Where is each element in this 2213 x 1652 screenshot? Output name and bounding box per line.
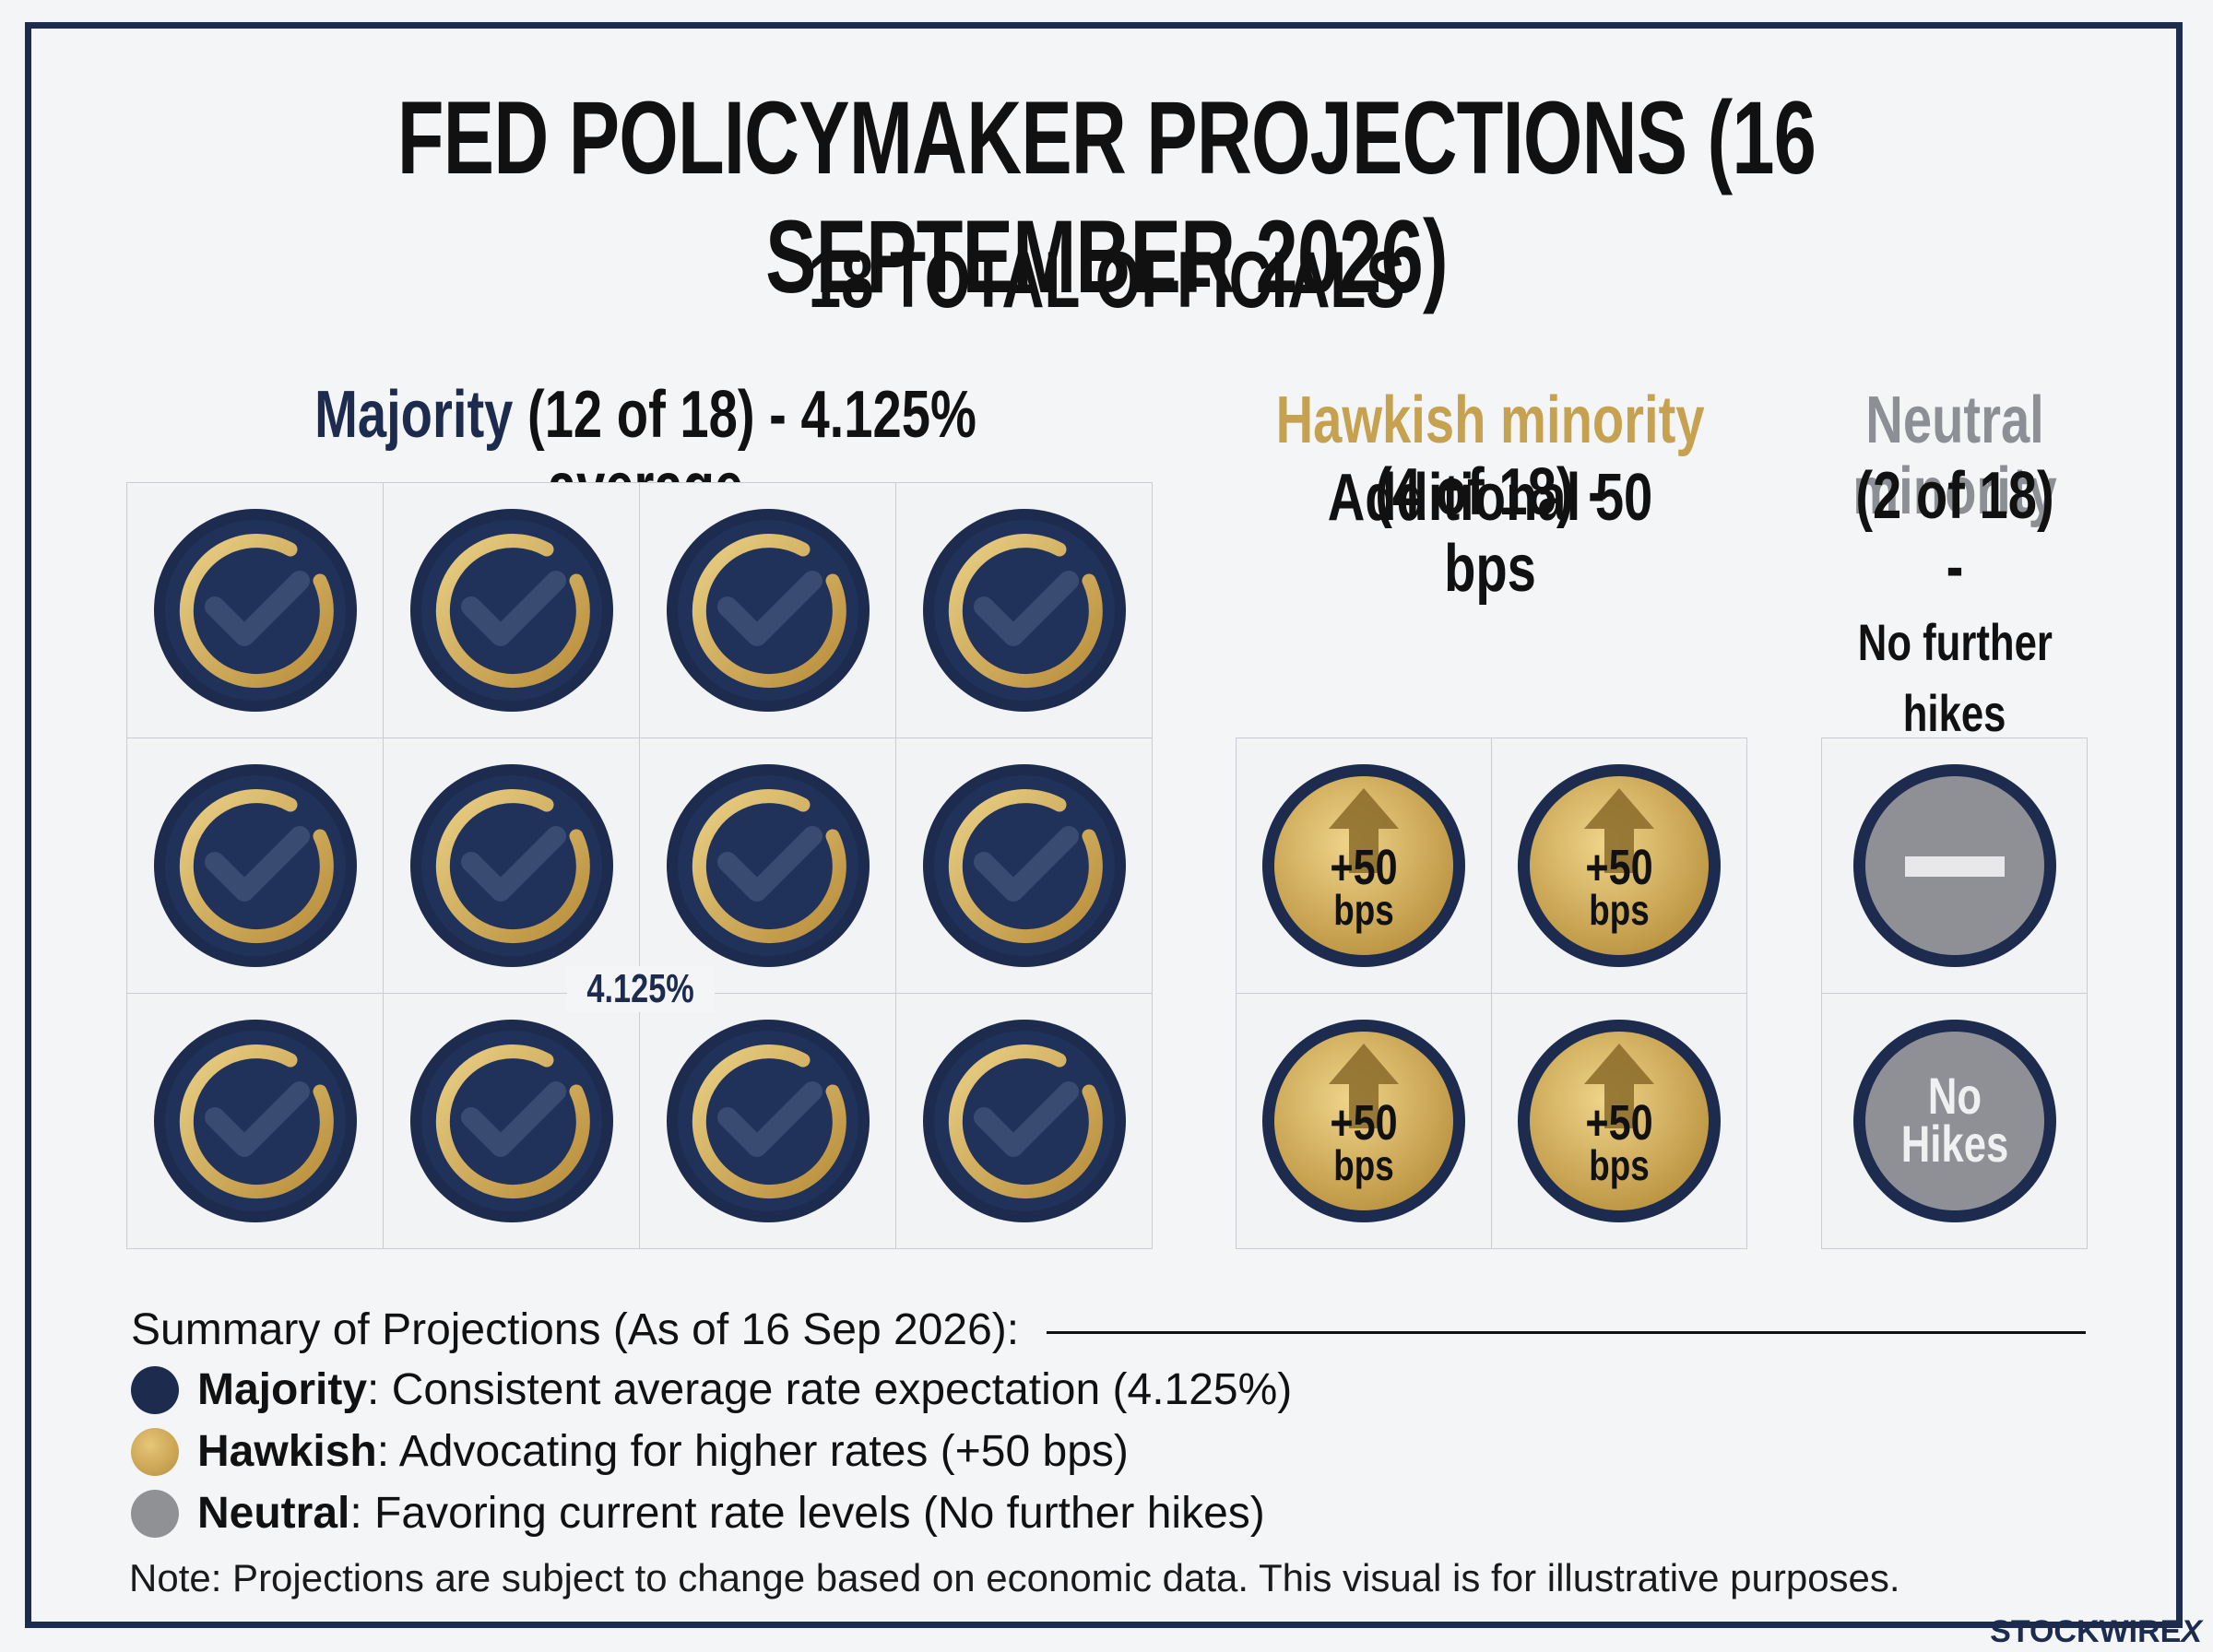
neutral-detail-line3: hikes [1903, 684, 2006, 743]
svg-text:+50: +50 [1585, 1096, 1652, 1151]
majority-official-cell [384, 483, 640, 738]
legend-text: : Advocating for higher rates (+50 bps) [376, 1427, 1129, 1476]
hawkish-heading: Hawkish minority (4 of 18) - Additional … [1213, 384, 1767, 607]
svg-text:bps: bps [1589, 886, 1649, 934]
check-badge-icon [922, 764, 1126, 967]
check-badge-icon [922, 509, 1126, 712]
legend-item-majority: Majority: Consistent average rate expect… [131, 1359, 2086, 1421]
summary-section: Summary of Projections (As of 16 Sep 202… [131, 1300, 2086, 1544]
neutral-detail-line2: No further [1857, 613, 2053, 672]
footnote: Note: Projections are subject to change … [129, 1556, 1900, 1599]
check-badge-icon [153, 1020, 357, 1222]
page-title: FED POLICYMAKER PROJECTIONS (16 SEPTEMBE… [396, 80, 1817, 314]
up-arrow-icon [1329, 788, 1399, 873]
svg-text:No: No [1927, 1068, 1981, 1125]
hawkish-grid: +50 bps +50 bps +50 bps +50 bps [1236, 738, 1747, 1249]
legend-key: Hawkish [197, 1427, 377, 1476]
neutral-label-line1: Neutral [1865, 384, 2044, 457]
hawkish-official-cell: +50 bps [1492, 994, 1747, 1249]
neutral-official-cell [1822, 738, 2088, 994]
legend-text: : Favoring current rate levels (No furth… [349, 1489, 1265, 1538]
svg-text:bps: bps [1589, 1141, 1649, 1189]
legend-key: Majority [197, 1365, 368, 1414]
majority-official-cell [127, 738, 384, 994]
check-badge-icon [666, 509, 870, 712]
check-badge-icon [666, 1020, 870, 1222]
page-subtitle: 18 TOTAL OFFICIALS [808, 236, 1405, 324]
svg-text:bps: bps [1333, 1141, 1393, 1189]
hawkish-official-cell: +50 bps [1237, 738, 1492, 994]
majority-official-cell [127, 994, 384, 1249]
svg-text:bps: bps [1333, 886, 1393, 934]
infographic-frame [25, 22, 2183, 1628]
up-arrow-icon [1329, 1044, 1399, 1128]
hawkish-label: Hawkish minority [1275, 384, 1705, 457]
neutral-label-line2: minority [1852, 454, 2057, 529]
majority-official-cell [384, 994, 640, 1249]
majority-official-cell [896, 483, 1153, 738]
summary-divider [1047, 1330, 2086, 1334]
neutral-legend-dot [131, 1489, 179, 1538]
minus-icon [1852, 764, 2056, 967]
legend-item-neutral: Neutral: Favoring current rate levels (N… [131, 1482, 2086, 1544]
majority-official-cell [896, 994, 1153, 1249]
hawkish-official-cell: +50 bps [1492, 738, 1747, 994]
neutral-detail-line1: (2 of 18) - [1855, 459, 2054, 605]
majority-official-cell [640, 738, 896, 994]
check-badge-icon [153, 764, 357, 967]
legend-text: : Consistent average rate expectation (4… [367, 1365, 1293, 1414]
legend-item-hawkish: Hawkish: Advocating for higher rates (+5… [131, 1421, 2086, 1482]
legend-key: Neutral [197, 1489, 350, 1538]
majority-official-cell [896, 738, 1153, 994]
hawkish-legend-dot [131, 1427, 179, 1476]
up-arrow-icon [1584, 1044, 1654, 1128]
neutral-heading: Neutral minority (2 of 18) - No further … [1807, 384, 2102, 745]
check-badge-icon [409, 764, 613, 967]
majority-legend-dot [131, 1365, 179, 1414]
svg-text:+50: +50 [1330, 1096, 1397, 1151]
neutral-grid: No Hikes [1821, 738, 2088, 1249]
majority-official-cell [640, 994, 896, 1249]
majority-official-cell [640, 483, 896, 738]
check-badge-icon [153, 509, 357, 712]
svg-text:Hikes: Hikes [1900, 1115, 2008, 1173]
hawkish-official-cell: +50 bps [1237, 994, 1492, 1249]
check-badge-icon [922, 1020, 1126, 1222]
svg-text:+50: +50 [1585, 841, 1652, 896]
majority-grid [126, 482, 1153, 1249]
svg-text:+50: +50 [1330, 841, 1397, 896]
neutral-official-cell: No Hikes [1822, 994, 2088, 1249]
summary-heading: Summary of Projections (As of 16 Sep 202… [131, 1304, 1020, 1354]
hawkish-detail-line1: (4 of 18) - [1375, 454, 1605, 529]
hawkish-detail-line2: Additional 50 bps [1327, 460, 1653, 607]
check-badge-icon [409, 1020, 613, 1222]
check-badge-icon [409, 509, 613, 712]
majority-average-label: 4.125% [567, 966, 715, 1012]
majority-official-cell [384, 738, 640, 994]
majority-official-cell [127, 483, 384, 738]
check-badge-icon [666, 764, 870, 967]
majority-label: Majority [314, 378, 514, 452]
up-arrow-icon [1584, 788, 1654, 873]
brand-logo: STOCKWIREX [1990, 1614, 2202, 1649]
